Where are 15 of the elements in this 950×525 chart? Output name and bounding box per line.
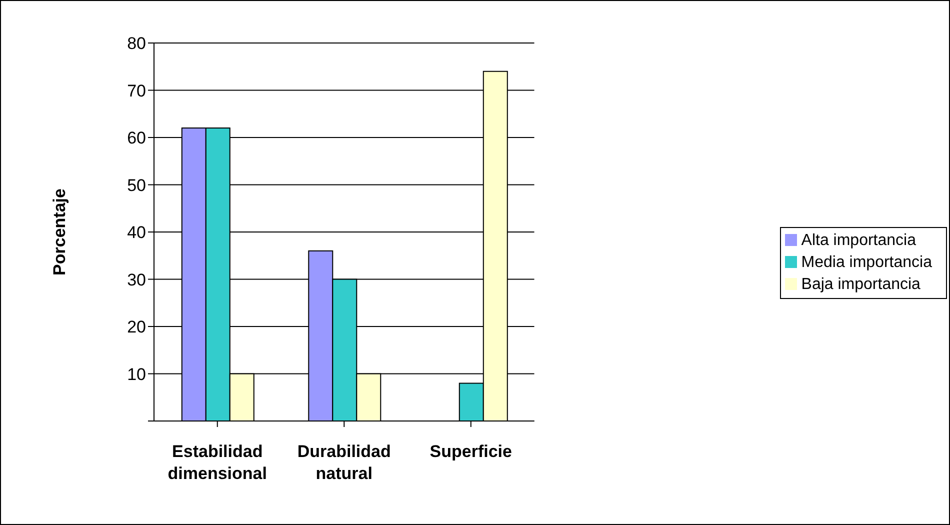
y-tick-label: 40 bbox=[127, 223, 146, 242]
y-axis-title: Porcentaje bbox=[50, 188, 70, 276]
x-tick-label: Durabilidad natural bbox=[297, 442, 391, 483]
y-tick-label: 60 bbox=[127, 128, 146, 148]
y-tick-label: 50 bbox=[127, 176, 146, 195]
x-tick-label: Superficie bbox=[430, 442, 512, 461]
y-tick-label: 70 bbox=[127, 81, 146, 100]
legend-label: Baja importancia bbox=[801, 276, 920, 292]
legend-label: Alta importancia bbox=[801, 232, 916, 248]
y-tick-label: 10 bbox=[127, 364, 146, 384]
y-tick-label: 30 bbox=[127, 270, 146, 290]
legend-label: Media importancia bbox=[801, 254, 932, 270]
y-tick-label: 20 bbox=[127, 318, 146, 337]
x-tick-label: Estabilidad dimensional bbox=[168, 442, 267, 483]
y-tick-label: 80 bbox=[127, 34, 146, 54]
